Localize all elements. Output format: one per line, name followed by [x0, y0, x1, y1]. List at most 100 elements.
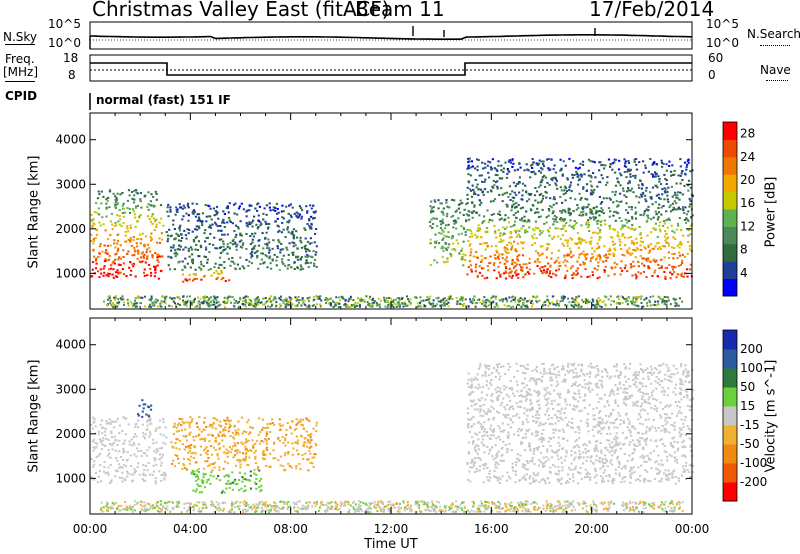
- velocity-cell: [107, 439, 110, 441]
- power-cell: [282, 301, 285, 304]
- power-cell: [310, 255, 313, 258]
- velocity-cell: [258, 417, 261, 420]
- velocity-cell: [217, 457, 220, 460]
- power-cell: [570, 190, 573, 193]
- power-cell: [507, 169, 510, 172]
- velocity-cell: [657, 454, 660, 457]
- velocity-cell: [542, 464, 545, 467]
- power-cell: [308, 218, 311, 220]
- power-cell: [311, 256, 314, 259]
- power-cell: [643, 298, 646, 301]
- velocity-cell: [481, 463, 484, 466]
- velocity-cell: [181, 443, 184, 446]
- velocity-cell: [672, 436, 675, 439]
- power-cell: [192, 239, 195, 241]
- power-cell: [309, 237, 312, 240]
- velocity-cell: [609, 445, 612, 448]
- power-cell: [687, 158, 690, 161]
- power-cell: [654, 300, 657, 303]
- power-cell: [215, 299, 218, 302]
- power-cell: [663, 296, 666, 298]
- power-cell: [489, 255, 492, 258]
- power-cell: [586, 206, 589, 209]
- power-cell: [299, 207, 303, 210]
- power-cell: [220, 271, 223, 274]
- power-cell: [514, 296, 517, 299]
- power-cell: [530, 301, 532, 304]
- power-cell: [137, 252, 140, 255]
- power-cell: [525, 220, 528, 223]
- velocity-cell: [192, 489, 195, 492]
- power-cell: [145, 251, 148, 254]
- velocity-cell: [107, 466, 110, 469]
- power-cell: [293, 242, 296, 245]
- power-cell: [185, 302, 188, 305]
- power-cell: [685, 268, 689, 271]
- power-cell: [332, 299, 334, 302]
- velocity-cell: [628, 443, 631, 446]
- power-cell: [252, 305, 255, 308]
- velocity-cell: [190, 420, 193, 423]
- velocity-cell: [103, 444, 106, 447]
- power-cell: [158, 237, 161, 240]
- power-cell: [114, 221, 117, 224]
- velocity-cell: [614, 472, 618, 475]
- power-cell: [630, 228, 633, 231]
- power-cell: [469, 251, 473, 254]
- power-cell: [174, 255, 177, 258]
- power-cell: [303, 245, 306, 248]
- power-cell: [158, 221, 161, 224]
- power-cell: [111, 228, 114, 230]
- power-cell: [632, 191, 635, 194]
- power-cell: [675, 196, 678, 199]
- power-cell: [469, 298, 471, 301]
- power-cell: [674, 266, 677, 269]
- velocity-cell: [255, 487, 258, 490]
- velocity-cell: [148, 446, 151, 449]
- velocity-cell: [312, 456, 316, 459]
- power-cell: [546, 247, 549, 249]
- power-cell: [219, 252, 222, 255]
- velocity-cell: [574, 440, 577, 443]
- velocity-cell: [609, 432, 612, 435]
- power-cell: [656, 242, 659, 245]
- power-cell: [310, 222, 313, 225]
- power-cell: [652, 258, 656, 261]
- power-cell: [288, 242, 291, 245]
- velocity-cell: [241, 432, 244, 435]
- velocity-region-2: [190, 469, 263, 494]
- power-cell: [192, 209, 196, 212]
- power-cell: [186, 295, 189, 298]
- velocity-cell: [684, 470, 687, 473]
- velocity-cell: [204, 437, 207, 440]
- power-cell: [178, 248, 181, 251]
- power-cell: [325, 302, 327, 305]
- power-cell: [611, 190, 614, 193]
- power-cell: [295, 256, 298, 259]
- power-cell: [568, 157, 571, 160]
- power-cell: [300, 265, 303, 268]
- power-cell: [216, 272, 219, 275]
- velocity-cell: [289, 425, 292, 428]
- velocity-cell: [488, 449, 491, 452]
- power-cell: [506, 300, 509, 303]
- power-cell: [462, 303, 465, 306]
- power-cell: [132, 262, 135, 265]
- power-cell: [582, 250, 585, 253]
- power-cell: [627, 187, 630, 190]
- velocity-cell: [681, 446, 684, 449]
- power-cell: [363, 300, 366, 303]
- power-cell: [625, 176, 628, 179]
- power-cell: [583, 255, 587, 258]
- power-cell: [485, 227, 489, 230]
- power-cell: [650, 231, 653, 234]
- power-cell: [250, 204, 253, 207]
- power-cell: [584, 206, 587, 209]
- velocity-cell: [597, 431, 600, 434]
- power-cell: [511, 190, 514, 193]
- power-cell: [593, 206, 596, 209]
- velocity-cell: [668, 431, 671, 434]
- power-cell: [685, 217, 688, 220]
- power-cell: [566, 244, 569, 247]
- power-cell: [149, 250, 152, 253]
